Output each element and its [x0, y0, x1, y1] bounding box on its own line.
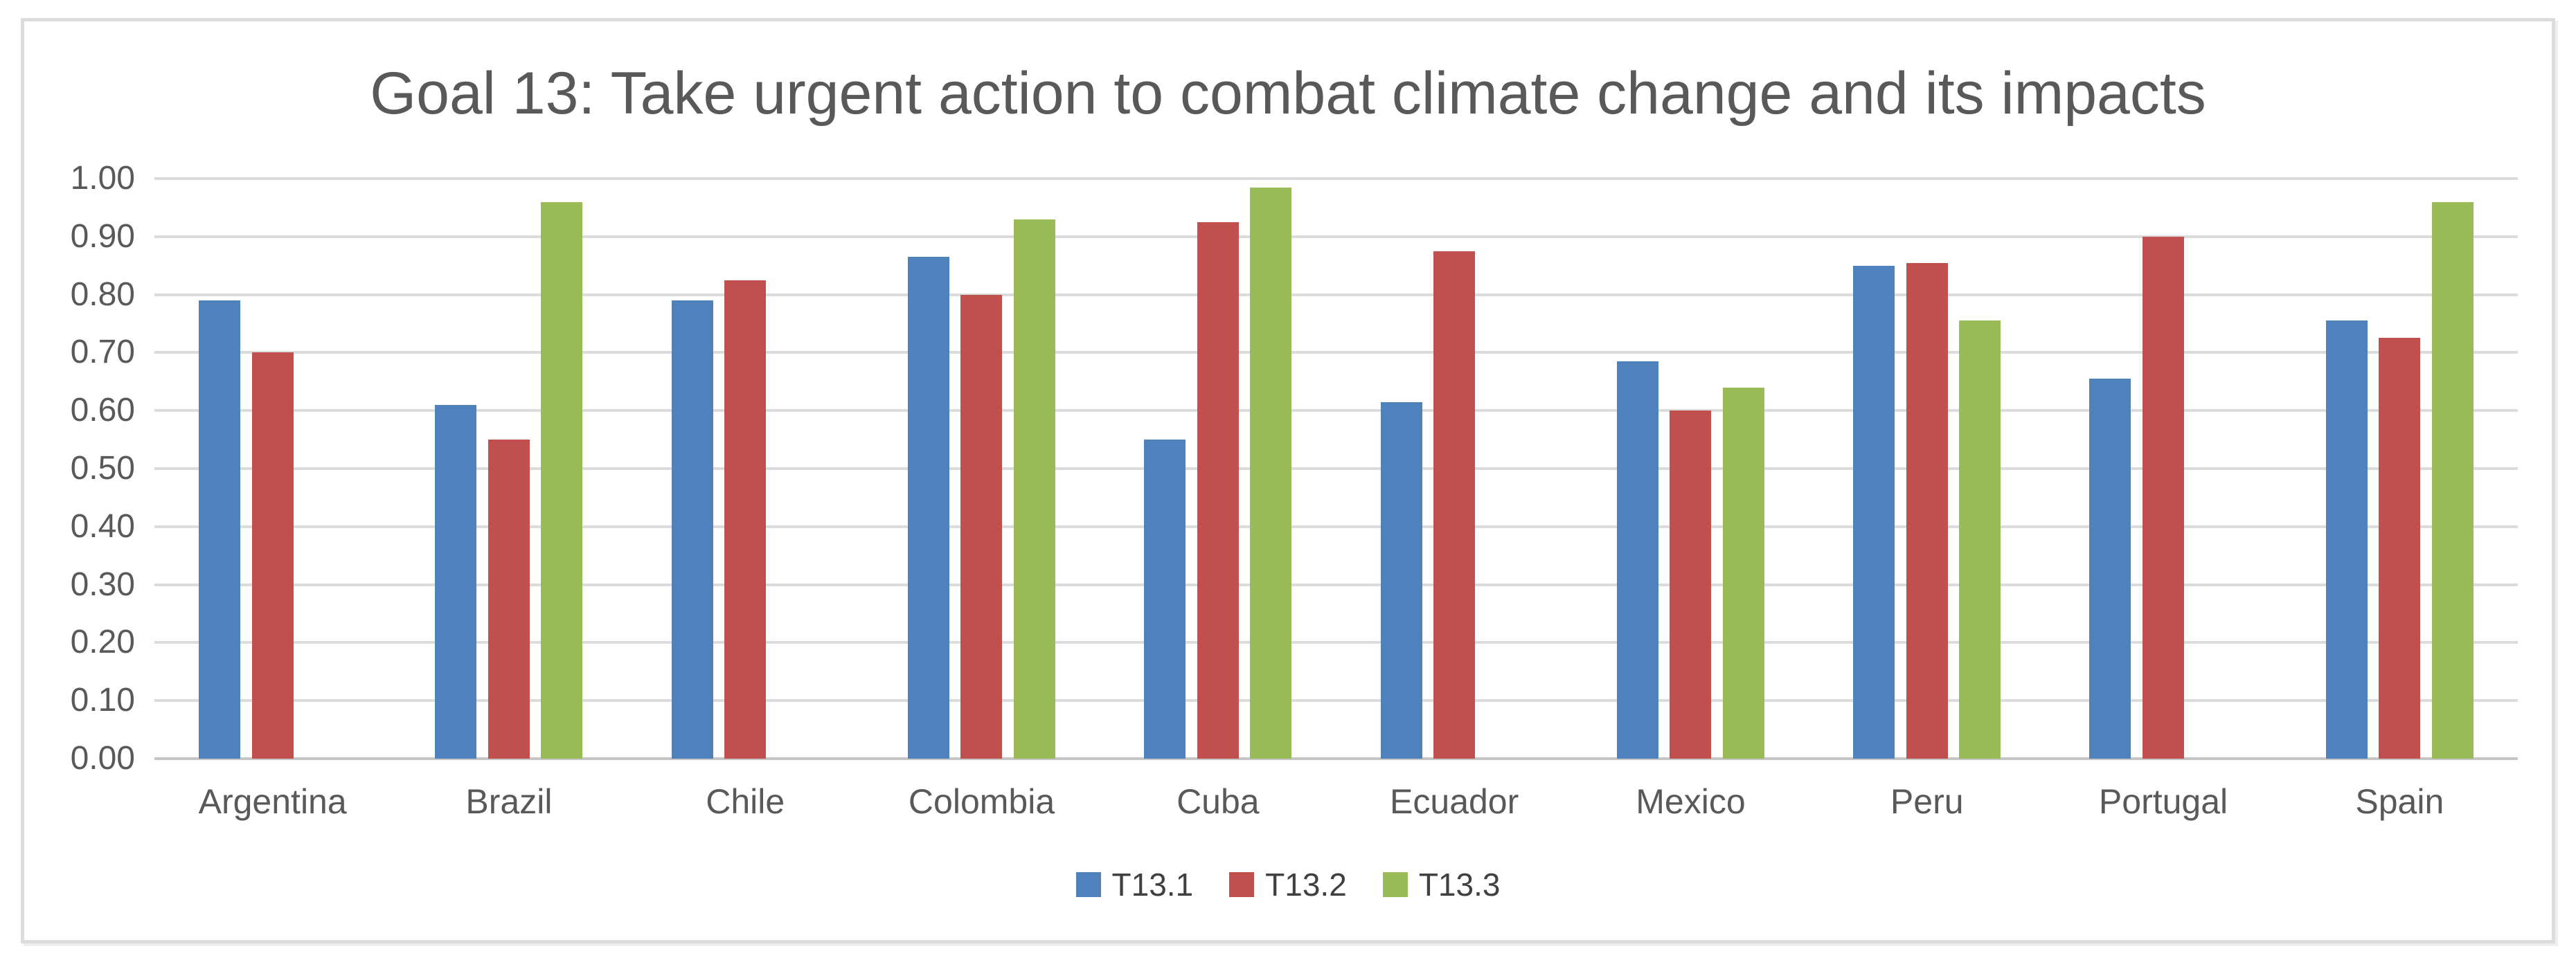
bar-T13.1-Peru — [1853, 265, 1895, 759]
y-axis-tick-label: 0.70 — [70, 334, 135, 371]
bar-T13.1-Argentina — [199, 300, 240, 759]
bar-T13.2-Colombia — [960, 294, 1003, 759]
bar-T13.2-Mexico — [1670, 410, 1712, 759]
bar-T13.3-Peru — [1959, 320, 2001, 759]
x-axis-label: Cuba — [1177, 782, 1260, 821]
y-axis-tick-label: 1.00 — [70, 160, 135, 197]
gridline — [154, 525, 2518, 528]
x-axis-label: Peru — [1890, 782, 1964, 821]
legend-item-T13.3: T13.3 — [1382, 867, 1501, 903]
y-axis-tick-label: 0.50 — [70, 450, 135, 487]
legend-item-T13.2: T13.2 — [1229, 869, 1347, 901]
gridline — [154, 177, 2518, 180]
x-axis-line — [154, 757, 2518, 760]
legend-swatch-T13.3 — [1382, 872, 1408, 897]
bar-T13.1-Colombia — [907, 257, 949, 759]
legend-label: T13.2 — [1265, 867, 1347, 903]
bar-T13.1-Portugal — [2089, 379, 2131, 759]
bar-T13.2-Portugal — [2142, 236, 2184, 759]
legend-item-T13.1: T13.1 — [1075, 867, 1194, 903]
y-axis-tick-label: 0.00 — [70, 740, 135, 777]
x-axis-label: Brazil — [465, 782, 553, 821]
legend-label: T13.3 — [1418, 867, 1501, 903]
gridline — [154, 235, 2518, 238]
y-axis-tick-label: 0.20 — [70, 624, 135, 661]
bar-T13.2-Spain — [2379, 338, 2421, 759]
legend-label: T13.1 — [1111, 867, 1194, 903]
bar-T13.2-Chile — [724, 280, 767, 759]
y-axis-tick-label: 0.90 — [70, 217, 135, 255]
gridline — [154, 467, 2518, 470]
bar-T13.1-Ecuador — [1380, 401, 1422, 759]
bar-T13.1-Spain — [2325, 320, 2368, 759]
legend-swatch-T13.1 — [1075, 872, 1101, 897]
bar-T13.3-Spain — [2431, 201, 2474, 759]
bar-T13.3-Brazil — [541, 201, 583, 759]
y-axis-tick-label: 0.40 — [70, 507, 135, 545]
gridline — [154, 699, 2518, 703]
x-axis-label: Ecuador — [1390, 782, 1519, 821]
y-axis-tick-label: 0.60 — [70, 392, 135, 429]
bar-T13.2-Brazil — [488, 440, 530, 759]
x-axis-label: Chile — [706, 782, 785, 821]
bar-T13.3-Colombia — [1013, 219, 1055, 759]
y-axis-tick-label: 0.30 — [70, 566, 135, 603]
x-axis-label: Portugal — [2098, 782, 2228, 821]
bar-T13.2-Argentina — [251, 352, 294, 759]
bar-T13.3-Mexico — [1722, 387, 1764, 759]
gridline — [154, 293, 2518, 296]
legend: T13.1 T13.2 T13.3 — [0, 862, 2576, 907]
y-axis-tick-label: 0.80 — [70, 275, 135, 313]
bar-T13.2-Peru — [1906, 262, 1948, 759]
gridline — [154, 583, 2518, 586]
bar-T13.1-Brazil — [435, 404, 477, 759]
gridline — [154, 641, 2518, 644]
bar-T13.1-Mexico — [1616, 361, 1658, 759]
chart-title: Goal 13: Take urgent action to combat cl… — [370, 60, 2206, 127]
legend-swatch-T13.2 — [1229, 872, 1255, 897]
bar-T13.1-Cuba — [1144, 440, 1186, 759]
bar-T13.3-Cuba — [1250, 187, 1292, 759]
bar-T13.2-Cuba — [1197, 222, 1239, 759]
x-axis-label: Argentina — [198, 782, 347, 821]
y-axis-tick-label: 0.10 — [70, 682, 135, 719]
x-axis-label: Mexico — [1636, 782, 1746, 821]
gridline — [154, 351, 2518, 354]
x-axis-label: Colombia — [908, 782, 1055, 821]
bar-T13.2-Ecuador — [1433, 251, 1475, 759]
x-axis-label: Spain — [2355, 782, 2444, 821]
bar-T13.1-Chile — [671, 300, 713, 759]
gridline — [154, 409, 2518, 413]
